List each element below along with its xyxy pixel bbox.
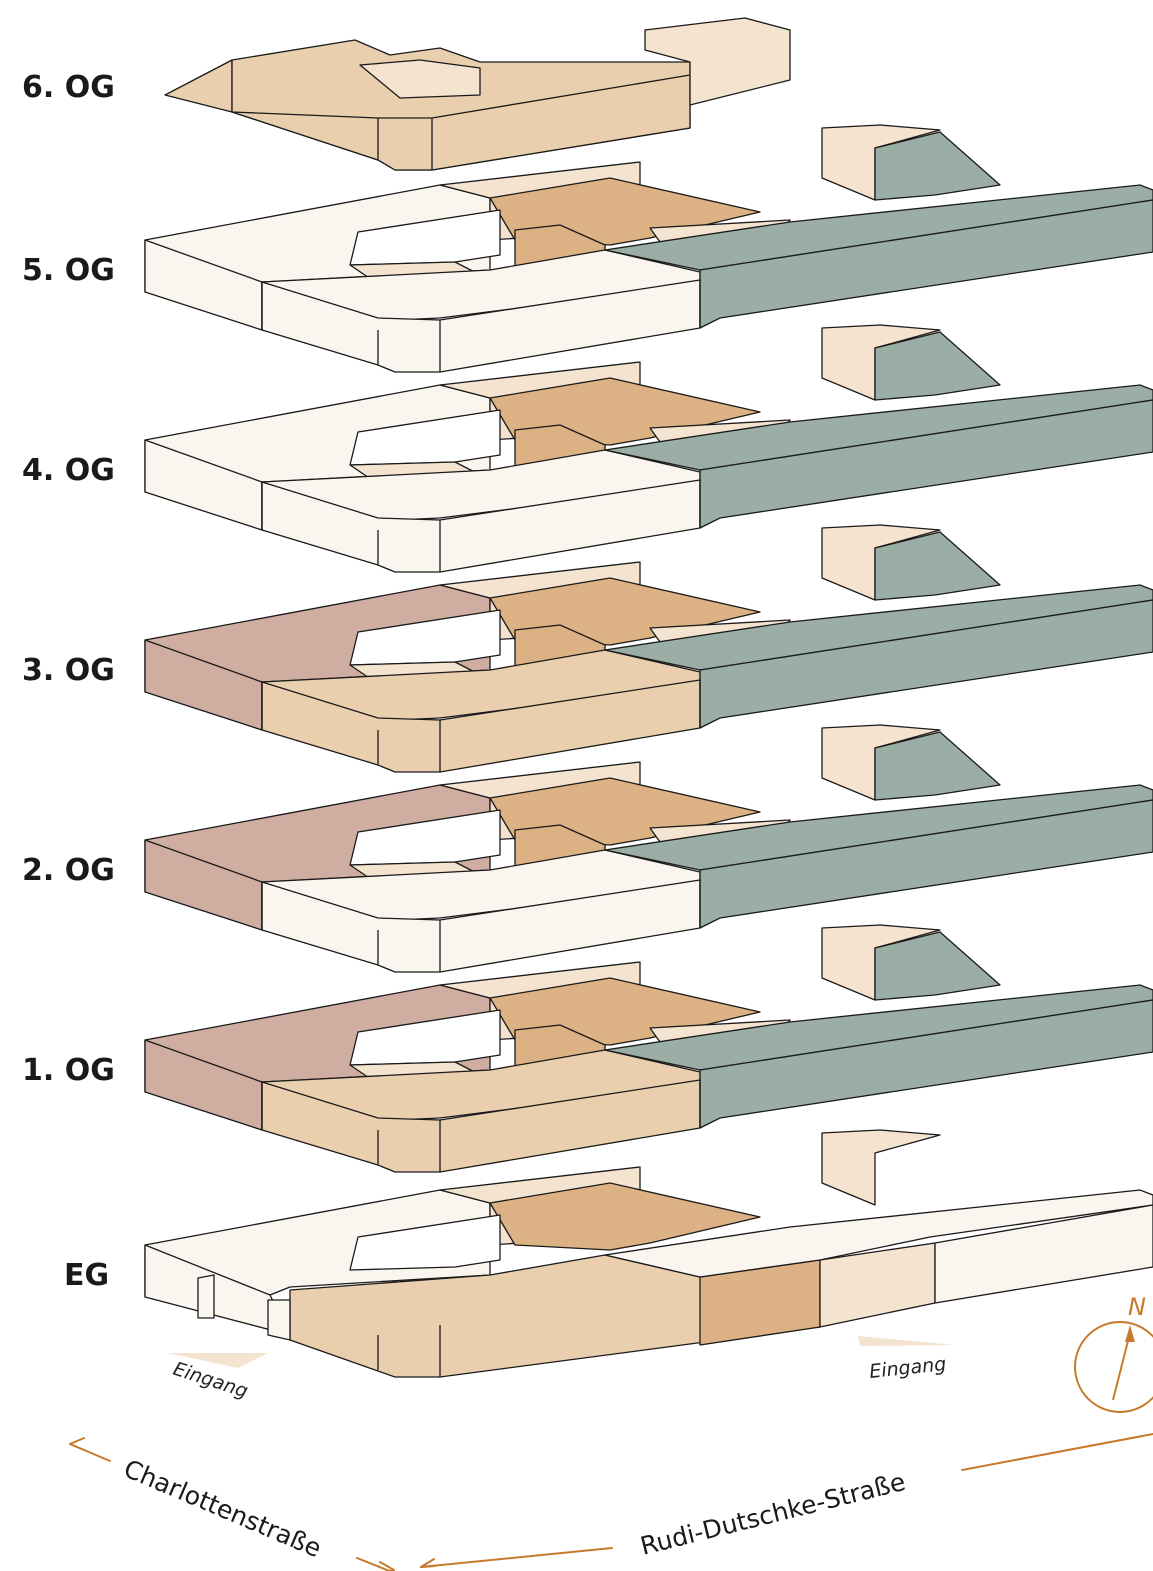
tower-top	[874, 331, 1001, 401]
south-wing-front	[261, 279, 701, 373]
street-rudi-dutschke-strasse: Rudi-Dutschke-Straße	[420, 1433, 1153, 1568]
north-arrowhead-icon	[1125, 1325, 1135, 1342]
attic-void	[359, 59, 481, 99]
floor-label-1og: 1. OG	[22, 1053, 115, 1088]
eg-east-top	[604, 1189, 1153, 1278]
courtyard-void	[349, 609, 501, 666]
courtyard-void	[349, 209, 501, 266]
floor-plate-1og	[144, 924, 1153, 1173]
eg-stair-tower	[821, 1129, 941, 1206]
floor-plate-3og	[144, 524, 1153, 773]
floor-label-5og: 5. OG	[22, 253, 115, 288]
floor-labels: 6. OG 5. OG 4. OG 3. OG 2. OG 1. OG EG	[22, 70, 115, 1293]
entrance-arrow-icon	[168, 1353, 268, 1368]
street-label-rudi-dutschke-strasse: Rudi-Dutschke-Straße	[637, 1467, 908, 1561]
south-wing-front	[261, 479, 701, 573]
floor-label-eg: EG	[64, 1258, 109, 1293]
street-line	[356, 1557, 393, 1571]
tower-top	[874, 531, 1001, 601]
door-icon	[267, 1299, 291, 1341]
attic-terrace	[164, 59, 233, 113]
street-charlottenstrasse: Charlottenstraße	[69, 1437, 395, 1571]
south-wing-front	[261, 1079, 701, 1173]
street-line	[961, 1433, 1153, 1471]
courtyard-void	[349, 1009, 501, 1066]
floor-eg-plate	[144, 1129, 1153, 1378]
floor-stack	[144, 17, 1153, 1378]
tower-top	[874, 731, 1001, 801]
floor-label-6og: 6. OG	[22, 70, 115, 105]
attic-tower	[644, 17, 791, 106]
compass: N	[1074, 1293, 1153, 1413]
south-wing-front	[261, 679, 701, 773]
floor-plate-2og	[144, 724, 1153, 973]
entrance-east: Eingang	[858, 1336, 955, 1383]
floor-label-3og: 3. OG	[22, 653, 115, 688]
street-line	[69, 1443, 111, 1462]
arrow-right-icon	[379, 1561, 395, 1571]
north-arrow-icon	[1112, 1332, 1131, 1401]
eg-east-front	[934, 1204, 1153, 1304]
entrance-label-east: Eingang	[868, 1353, 947, 1383]
north-label: N	[1128, 1293, 1146, 1321]
door-icon	[197, 1274, 215, 1319]
floor-6og-plate	[164, 17, 791, 171]
eg-courtyard	[349, 1214, 501, 1271]
street-label-charlottenstrasse: Charlottenstraße	[120, 1454, 326, 1563]
courtyard-void	[349, 809, 501, 866]
floor-plate-4og	[144, 324, 1153, 573]
street-line	[420, 1547, 613, 1568]
floor-plate-5og	[144, 124, 1153, 373]
courtyard-void	[349, 409, 501, 466]
floor-label-4og: 4. OG	[22, 453, 115, 488]
tower-top	[874, 931, 1001, 1001]
entrance-west: Eingang	[168, 1353, 268, 1403]
south-wing-front	[261, 879, 701, 973]
attic-front	[231, 74, 691, 171]
tower-top	[874, 131, 1001, 201]
eg-core	[489, 1182, 761, 1251]
entrance-arrow-icon	[858, 1336, 955, 1346]
floor-label-2og: 2. OG	[22, 853, 115, 888]
compass-circle-icon	[1074, 1321, 1153, 1413]
